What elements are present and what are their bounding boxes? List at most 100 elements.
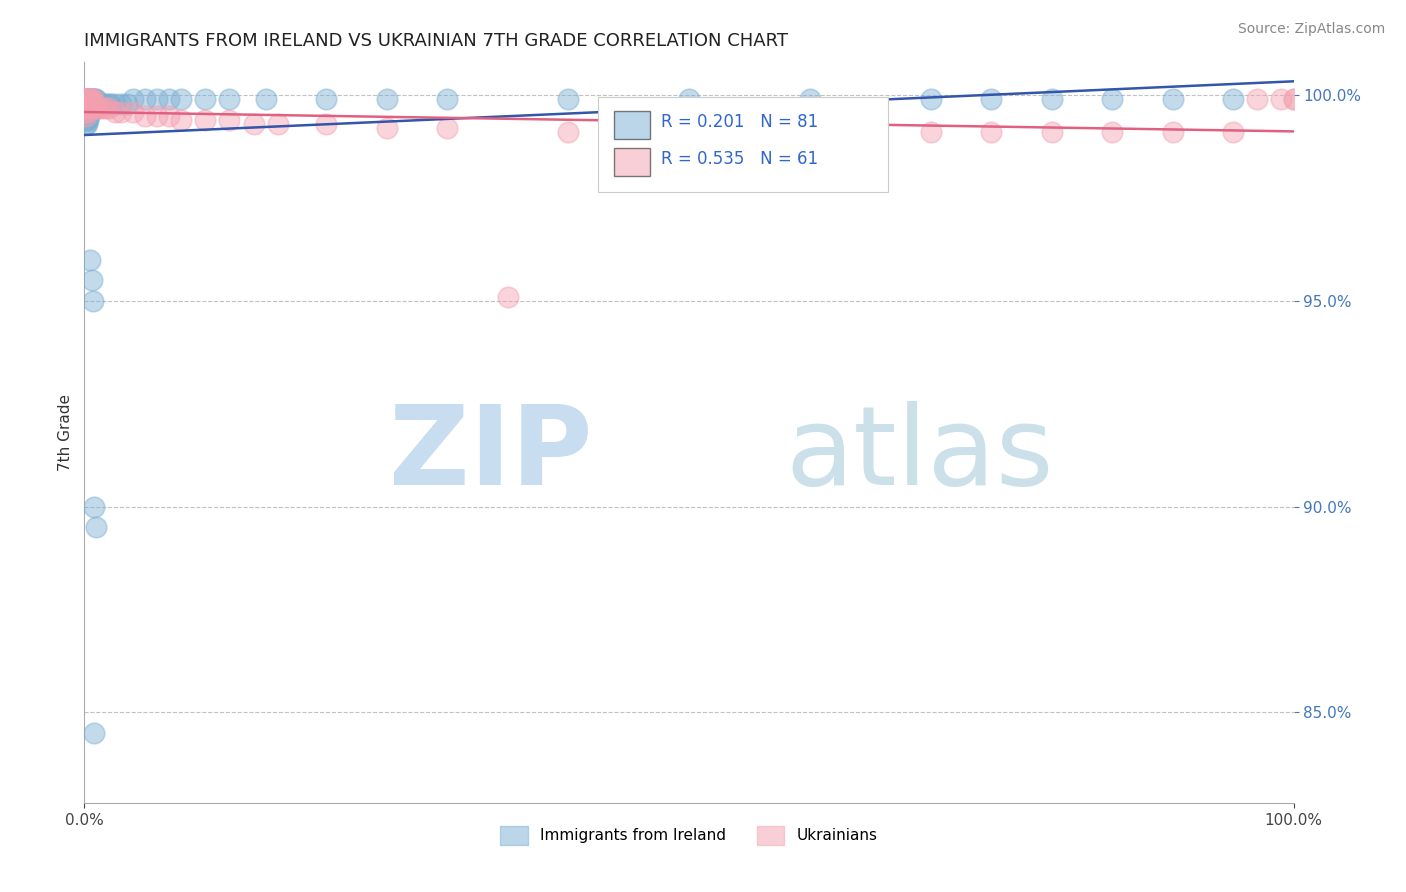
Point (110, 96, 132, 111)
Point (557, 92, 579, 106)
Point (617, 125, 640, 139)
Point (75, 109, 97, 123)
Point (87, 96, 110, 111)
Point (242, 117, 264, 131)
Point (1282, 92, 1305, 106)
Point (76, 101, 98, 115)
Point (83, 101, 105, 115)
Point (77, 101, 100, 115)
Point (80, 101, 103, 115)
Point (75, 101, 97, 115)
Point (77, 96, 100, 111)
Point (76, 92, 98, 106)
Legend: Immigrants from Ireland, Ukrainians: Immigrants from Ireland, Ukrainians (495, 820, 883, 851)
Point (76, 104, 98, 119)
Point (859, 125, 882, 139)
Point (436, 121, 458, 136)
Point (375, 121, 398, 136)
Point (83, 96, 105, 111)
Point (77, 113, 100, 128)
Point (218, 92, 240, 106)
Point (83, 92, 105, 106)
Point (134, 92, 156, 106)
Point (79, 252, 101, 267)
Point (254, 92, 277, 106)
Point (1270, 92, 1292, 106)
Point (77, 101, 100, 115)
Point (86, 92, 108, 106)
Point (84, 101, 107, 115)
Point (76, 92, 98, 106)
Point (79, 101, 101, 115)
Point (194, 113, 217, 128)
Point (75, 92, 97, 106)
Point (77, 92, 100, 106)
Point (1282, 92, 1305, 106)
Point (75, 104, 97, 119)
Point (980, 125, 1002, 139)
Point (77, 96, 100, 111)
Point (75, 104, 97, 119)
Point (82, 96, 104, 111)
Point (91, 96, 114, 111)
Point (89, 96, 111, 111)
Point (1222, 125, 1244, 139)
Point (77, 101, 100, 115)
Point (83, 96, 105, 111)
Point (76, 104, 98, 119)
Point (104, 104, 127, 119)
Point (77, 104, 100, 119)
Point (97, 96, 120, 111)
Text: IMMIGRANTS FROM IRELAND VS UKRAINIAN 7TH GRADE CORRELATION CHART: IMMIGRANTS FROM IRELAND VS UKRAINIAN 7TH… (84, 32, 789, 50)
Point (170, 92, 193, 106)
Point (218, 113, 240, 128)
Point (82, 101, 104, 115)
Point (110, 104, 132, 119)
Point (79, 92, 101, 106)
Point (82, 92, 104, 106)
Text: R = 0.201   N = 81: R = 0.201 N = 81 (661, 112, 818, 130)
Point (920, 125, 942, 139)
Point (75, 101, 97, 115)
Point (94, 96, 117, 111)
Point (121, 104, 143, 119)
Point (375, 92, 398, 106)
Point (1161, 92, 1184, 106)
Point (436, 92, 458, 106)
Point (980, 92, 1002, 106)
Point (75, 92, 97, 106)
Point (1040, 125, 1063, 139)
Point (75, 109, 97, 123)
Point (77, 96, 100, 111)
Point (678, 92, 700, 106)
Text: atlas: atlas (786, 401, 1054, 508)
Point (104, 96, 127, 111)
Point (76, 117, 98, 131)
FancyBboxPatch shape (599, 97, 889, 192)
Point (80, 96, 103, 111)
Point (75, 96, 97, 111)
Point (75, 96, 97, 111)
Point (76, 96, 98, 111)
Point (100, 96, 122, 111)
Point (194, 92, 217, 106)
Point (146, 109, 169, 123)
Point (315, 92, 337, 106)
Point (80, 92, 103, 106)
Point (75, 101, 97, 115)
Point (157, 109, 180, 123)
Point (87, 101, 110, 115)
Point (1161, 125, 1184, 139)
Point (91, 101, 114, 115)
Point (80, 273, 103, 287)
Point (82, 92, 104, 106)
Point (920, 92, 942, 106)
Point (77, 109, 100, 123)
Text: Source: ZipAtlas.com: Source: ZipAtlas.com (1237, 22, 1385, 37)
Point (83, 726, 105, 740)
Point (77, 92, 100, 106)
Point (79, 92, 101, 106)
Text: R = 0.535   N = 61: R = 0.535 N = 61 (661, 150, 818, 168)
Point (82, 293, 104, 308)
Point (77, 92, 100, 106)
